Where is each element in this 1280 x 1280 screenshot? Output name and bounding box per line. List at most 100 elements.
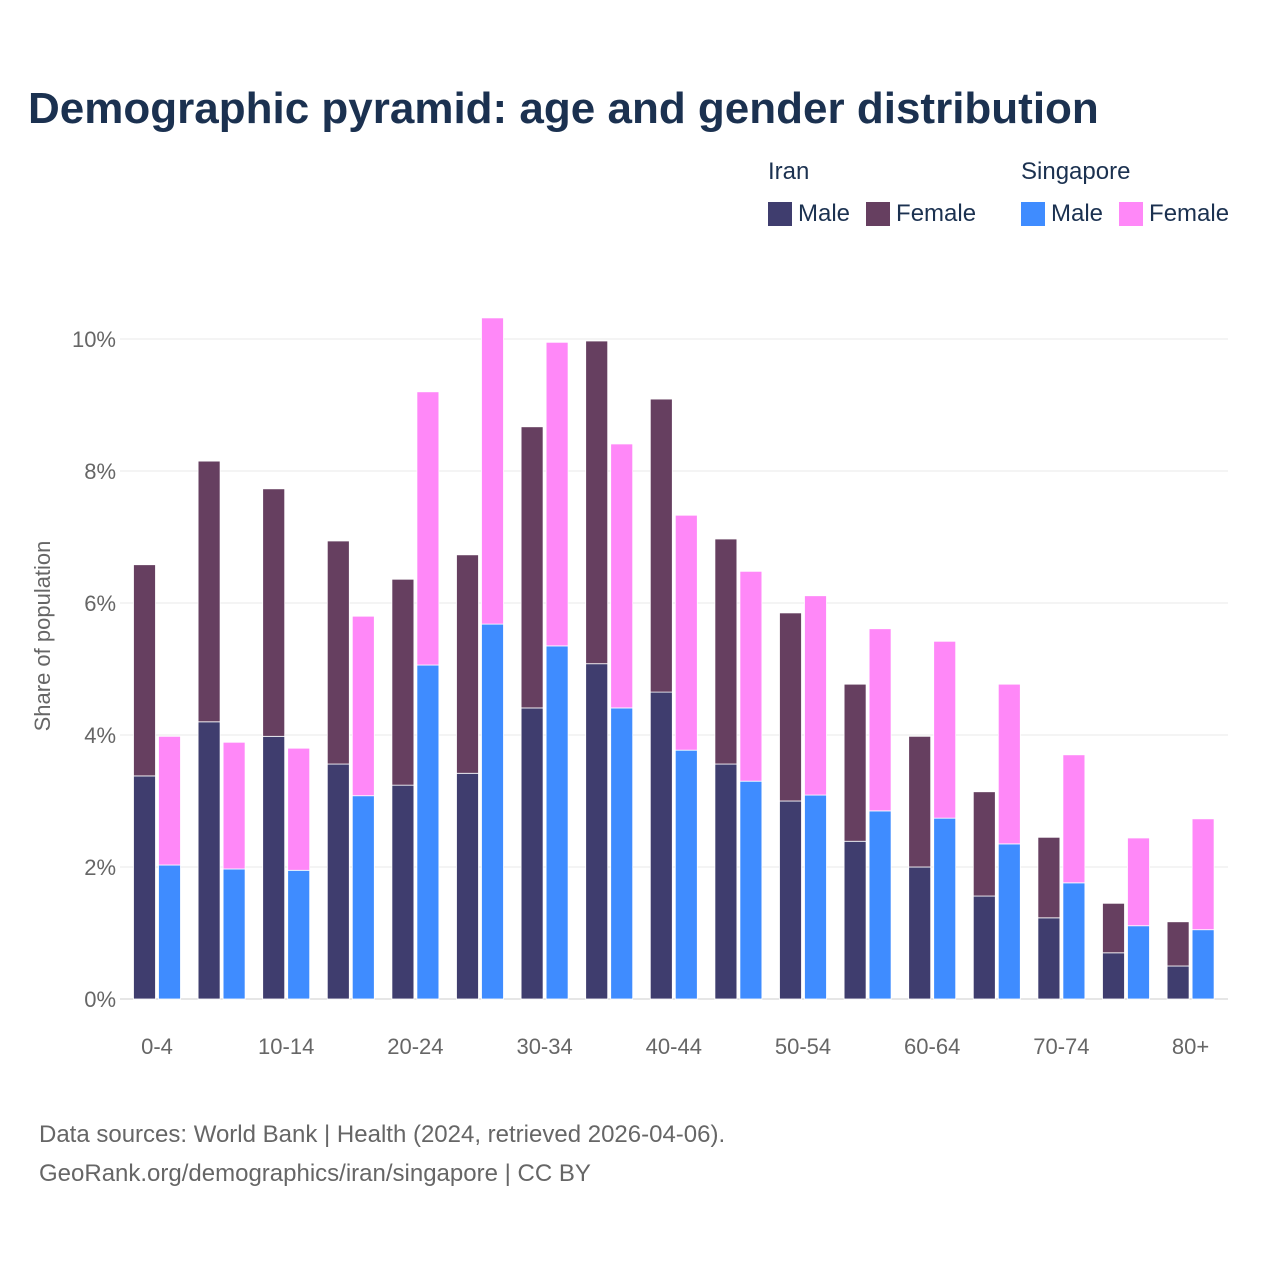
bar-iran-female-50-54 — [779, 612, 802, 802]
chart-title: Demographic pyramid: age and gender dist… — [28, 84, 1099, 133]
x-tick-label: 10-14 — [258, 1034, 314, 1059]
x-tick-label: 0-4 — [141, 1034, 173, 1059]
legend-label: Female — [1149, 200, 1230, 227]
bar-singapore-male-55-59 — [868, 810, 892, 1000]
bar-iran-female-60-64 — [908, 735, 932, 868]
y-tick-label: 0% — [84, 987, 116, 1012]
bar-iran-male-65-69 — [972, 895, 996, 1000]
legend-item-singapore-male[interactable]: Male — [1021, 200, 1103, 228]
bar-iran-male-75-79 — [1102, 952, 1125, 1000]
x-tick-label: 70-74 — [1033, 1034, 1089, 1059]
y-axis-label: Share of population — [30, 541, 55, 732]
bar-singapore-male-75-79 — [1127, 925, 1150, 1000]
bar-iran-male-50-54 — [779, 800, 802, 1000]
legend-item-iran-female[interactable]: Female — [866, 200, 976, 228]
footer-sources: Data sources: World Bank | Health (2024,… — [39, 1121, 726, 1148]
footer: Data sources: World Bank | Health (2024,… — [39, 1115, 725, 1193]
x-tick-label: 20-24 — [387, 1034, 443, 1059]
bar-iran-male-55-59 — [843, 840, 867, 1000]
y-tick-label: 4% — [84, 723, 116, 748]
bar-singapore-female-35-39 — [610, 443, 634, 709]
bar-iran-female-0-4 — [133, 564, 156, 777]
bar-iran-male-15-19 — [326, 763, 350, 1000]
legend-swatch — [866, 202, 891, 226]
bar-singapore-female-75-79 — [1127, 837, 1150, 927]
bar-singapore-male-10-14 — [287, 869, 311, 1000]
legend-swatch — [768, 202, 792, 226]
bar-singapore-female-50-54 — [804, 595, 827, 796]
bar-singapore-male-35-39 — [610, 707, 634, 1000]
bar-singapore-female-60-64 — [933, 640, 957, 819]
bar-singapore-male-65-69 — [997, 843, 1021, 1000]
footer-credit: GeoRank.org/demographics/iran/singapore … — [39, 1160, 591, 1187]
bar-iran-male-25-29 — [456, 772, 479, 1000]
bar-singapore-male-80+ — [1191, 929, 1215, 1000]
bar-singapore-male-60-64 — [933, 817, 957, 1000]
bar-iran-female-65-69 — [972, 791, 996, 897]
bar-singapore-male-40-44 — [674, 749, 698, 1000]
bar-singapore-female-70-74 — [1062, 754, 1086, 884]
bar-iran-male-80+ — [1166, 965, 1190, 1000]
bar-iran-female-5-9 — [197, 460, 221, 723]
bar-singapore-female-40-44 — [674, 514, 698, 751]
bar-singapore-female-25-29 — [481, 317, 504, 625]
bar-singapore-female-45-49 — [739, 570, 763, 782]
bar-iran-male-70-74 — [1037, 917, 1061, 1000]
bar-singapore-female-10-14 — [287, 747, 311, 871]
legend-swatch — [1119, 202, 1144, 226]
bar-singapore-male-20-24 — [416, 664, 440, 1000]
bar-iran-female-35-39 — [585, 340, 609, 665]
y-tick-label: 8% — [84, 459, 116, 484]
bar-iran-male-0-4 — [133, 775, 156, 1000]
bar-singapore-male-50-54 — [804, 794, 827, 1000]
bar-singapore-male-15-19 — [351, 795, 375, 1000]
x-tick-label: 60-64 — [904, 1034, 960, 1059]
bar-iran-female-45-49 — [714, 538, 738, 765]
y-tick-label: 10% — [72, 327, 116, 352]
bar-singapore-female-30-34 — [545, 341, 569, 647]
bar-singapore-female-55-59 — [868, 628, 892, 812]
bar-iran-male-20-24 — [391, 784, 415, 1000]
bar-iran-male-30-34 — [520, 707, 544, 1000]
bar-singapore-male-5-9 — [222, 868, 246, 1000]
x-tick-label: 40-44 — [646, 1034, 702, 1059]
bar-iran-male-35-39 — [585, 663, 609, 1000]
bar-singapore-male-30-34 — [545, 645, 569, 1000]
bar-iran-female-10-14 — [262, 488, 286, 737]
bar-iran-male-45-49 — [714, 763, 738, 1000]
bar-iran-female-30-34 — [520, 426, 544, 709]
bar-singapore-female-65-69 — [997, 683, 1021, 845]
legend-swatch — [1021, 202, 1045, 226]
bar-iran-male-10-14 — [262, 735, 286, 1000]
bar-iran-female-25-29 — [456, 554, 479, 774]
x-tick-label: 30-34 — [516, 1034, 572, 1059]
bar-iran-female-70-74 — [1037, 836, 1061, 919]
legend-label: Male — [1051, 200, 1104, 227]
x-tick-label: 80+ — [1172, 1034, 1209, 1059]
bar-iran-female-15-19 — [326, 540, 350, 765]
y-tick-label: 2% — [84, 855, 116, 880]
legend-country-label: Singapore — [1021, 158, 1131, 185]
legend-iran: Iran Male Female — [768, 158, 976, 228]
legend-singapore: Singapore Male Female — [1021, 158, 1229, 228]
legend-item-iran-male[interactable]: Male — [768, 200, 850, 228]
bar-iran-male-40-44 — [649, 691, 673, 1000]
bar-singapore-male-45-49 — [739, 780, 763, 1000]
bar-singapore-female-0-4 — [158, 735, 181, 866]
bar-iran-female-40-44 — [649, 398, 673, 693]
x-tick-label: 50-54 — [775, 1034, 831, 1059]
legend-label: Female — [896, 200, 977, 227]
bar-iran-female-20-24 — [391, 578, 415, 786]
y-tick-label: 6% — [84, 591, 116, 616]
bar-singapore-female-15-19 — [351, 615, 375, 797]
legend-country-label: Iran — [768, 158, 810, 185]
bar-iran-female-55-59 — [843, 683, 867, 842]
legend-label: Male — [798, 200, 851, 227]
legend-item-singapore-female[interactable]: Female — [1119, 200, 1229, 228]
bar-singapore-female-20-24 — [416, 391, 440, 666]
bar-singapore-male-70-74 — [1062, 882, 1086, 1000]
bar-singapore-female-80+ — [1191, 818, 1215, 931]
bar-iran-male-60-64 — [908, 866, 932, 1000]
